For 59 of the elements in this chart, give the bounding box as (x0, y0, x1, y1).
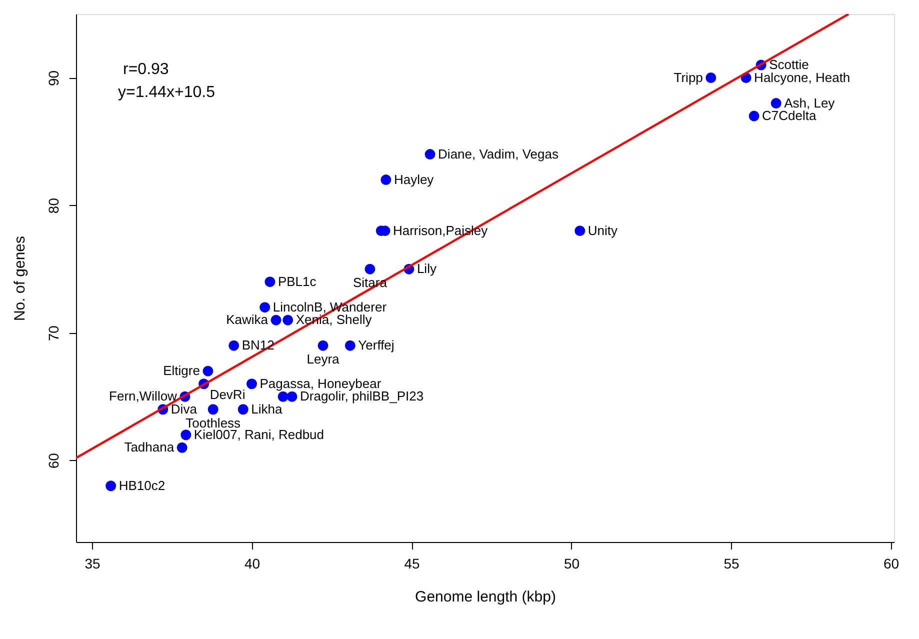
x-tick-label: 45 (404, 556, 420, 572)
point (106, 480, 116, 492)
annotation: DevRi (210, 386, 246, 402)
point (748, 110, 760, 122)
annotation: r=0.93 (123, 61, 169, 78)
point (770, 98, 782, 109)
annotation: Yerffej (358, 338, 394, 353)
annotation: BN12 (242, 338, 274, 353)
annotation: Halcyone, Heath (754, 70, 850, 85)
y-tick-label: 70 (46, 325, 62, 342)
annotation: HB10c2 (118, 478, 166, 493)
x-tick-label: 60 (884, 556, 900, 572)
y-tick-label: 80 (46, 198, 62, 214)
point (260, 302, 270, 313)
point (344, 340, 356, 351)
point (380, 174, 392, 186)
annotation: C7Cdelta (762, 108, 818, 124)
annotation: PBL1c (278, 274, 317, 289)
x-tick-label: 55 (724, 556, 740, 572)
y-tick-label: 60 (46, 452, 62, 469)
x-tick-label: 35 (84, 556, 100, 572)
annotation: Tadhana (124, 440, 175, 455)
annotation: Diva (170, 401, 198, 416)
annotation: Ash, Ley (784, 95, 836, 110)
y-axis-title: No. of genes (12, 236, 28, 322)
annotation: Scottie (769, 57, 809, 72)
annotation: Diane, Vadim, Vegas (438, 146, 559, 162)
x-tick-label: 40 (244, 556, 260, 572)
annotation: Eltigre (163, 363, 200, 378)
point (706, 72, 716, 83)
y-tick-label: 90 (46, 70, 62, 86)
point (246, 378, 257, 390)
annotation: Tripp (674, 70, 703, 85)
annotation: Fern,Willow (109, 388, 178, 404)
annotation: Unity (588, 222, 618, 238)
annotation: Likha (251, 401, 283, 416)
point (424, 149, 436, 160)
annotation: Hayley (394, 172, 434, 187)
x-tick-label: 50 (564, 556, 580, 572)
annotation: Pagassa, Honeybear (260, 376, 382, 391)
point (208, 404, 218, 415)
point (574, 226, 586, 236)
annotation: Kawika (226, 312, 269, 328)
point (318, 340, 328, 351)
x-axis-title: Genome length (kbp) (415, 588, 556, 606)
point (364, 264, 376, 274)
annotation: Leyra (306, 352, 340, 367)
point (228, 340, 240, 351)
point (176, 442, 188, 453)
annotation: y=1.44x+10.5 (118, 84, 216, 101)
point (180, 430, 192, 440)
point (270, 314, 282, 326)
point (238, 404, 248, 415)
point (202, 366, 214, 376)
point (282, 314, 294, 326)
point (264, 276, 276, 288)
annotation: Lily (416, 261, 437, 276)
point (278, 391, 288, 402)
point (286, 391, 298, 402)
